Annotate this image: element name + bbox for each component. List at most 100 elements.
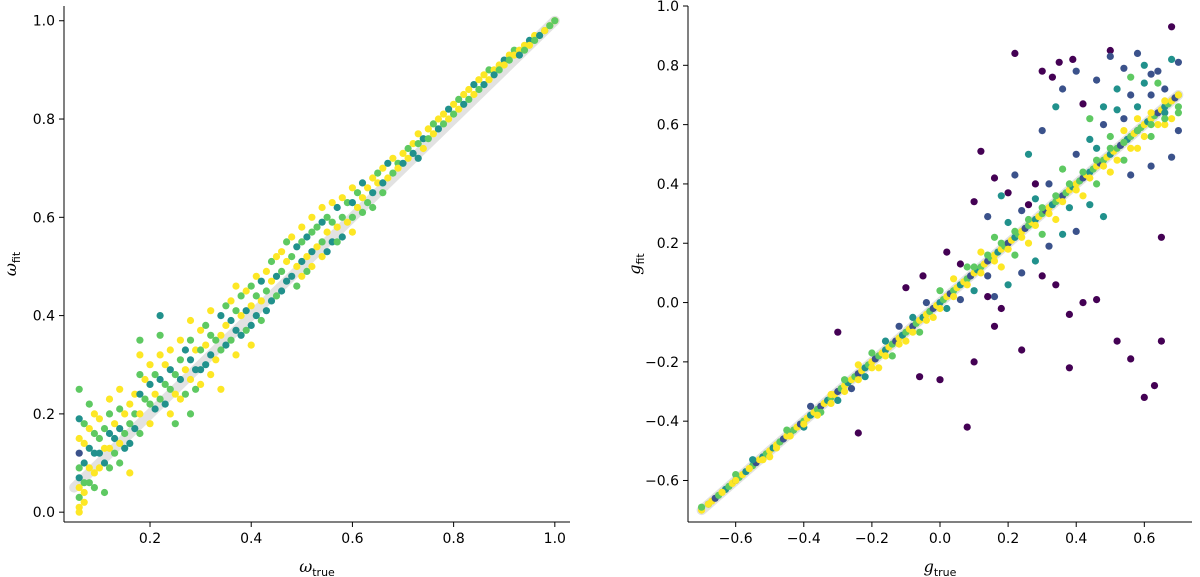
data-point: [272, 292, 281, 300]
data-point: [151, 405, 159, 413]
data-point: [450, 110, 458, 118]
data-point: [80, 479, 88, 487]
data-point: [267, 277, 276, 285]
data-point: [136, 429, 144, 438]
data-point: [1168, 153, 1176, 161]
data-point: [439, 110, 448, 118]
data-point: [1031, 195, 1039, 203]
data-point: [1093, 156, 1101, 164]
data-point: [333, 238, 341, 246]
data-point: [146, 400, 154, 408]
data-point: [207, 351, 215, 359]
y-tick-label: 0.2: [657, 236, 679, 252]
y-tick-label: 0.8: [33, 112, 55, 128]
data-point: [252, 272, 260, 280]
data-point: [424, 135, 432, 143]
data-point: [922, 316, 931, 324]
data-point: [1161, 121, 1169, 129]
data-point: [1127, 355, 1135, 363]
data-point: [950, 275, 958, 283]
data-point: [445, 115, 453, 123]
data-point: [100, 459, 109, 467]
data-point: [1052, 281, 1060, 289]
data-point: [126, 469, 134, 477]
data-point: [520, 46, 529, 54]
data-point: [186, 410, 195, 418]
data-point: [75, 508, 83, 516]
data-point: [1031, 180, 1039, 188]
data-points: [698, 23, 1182, 514]
data-point: [272, 272, 281, 280]
data-point: [272, 253, 281, 261]
x-axis-label: gtrue: [924, 557, 957, 577]
data-point: [1018, 346, 1026, 354]
data-point: [353, 189, 362, 197]
data-point: [1079, 192, 1087, 200]
data-point: [111, 449, 119, 457]
data-point: [1127, 144, 1135, 152]
data-point: [1113, 106, 1121, 114]
data-point: [207, 371, 215, 379]
data-point: [262, 287, 270, 295]
data-point: [963, 263, 971, 271]
data-point: [1127, 73, 1135, 81]
data-point: [732, 471, 740, 479]
data-point: [1106, 132, 1114, 141]
data-point: [85, 425, 93, 433]
x-tick-label: 0.6: [1133, 531, 1155, 547]
data-point: [1133, 115, 1142, 123]
data-point: [222, 302, 230, 310]
data-point: [1099, 121, 1108, 129]
data-point: [495, 66, 503, 74]
data-point: [90, 410, 98, 418]
data-point: [308, 213, 316, 221]
data-point: [997, 304, 1005, 313]
data-point: [1120, 64, 1128, 72]
data-point: [121, 444, 129, 452]
data-point: [75, 474, 83, 482]
data-point: [1059, 165, 1067, 173]
data-point: [1011, 251, 1019, 259]
data-point: [997, 192, 1005, 200]
data-point: [1031, 221, 1039, 229]
data-point: [916, 328, 924, 336]
data-point: [105, 444, 114, 452]
data-point: [1174, 127, 1182, 135]
data-point: [1127, 91, 1135, 99]
x-tick-label: 0.2: [139, 531, 161, 547]
data-point: [1045, 210, 1053, 218]
data-point: [1038, 272, 1046, 280]
data-point: [445, 105, 453, 113]
data-point: [970, 287, 978, 295]
data-point: [1079, 168, 1087, 176]
data-point: [409, 149, 417, 157]
data-point: [278, 248, 286, 256]
data-point: [186, 316, 195, 325]
data-point: [217, 312, 225, 320]
data-point: [192, 366, 200, 374]
data-point: [827, 390, 835, 399]
data-point: [389, 154, 397, 162]
data-point: [704, 500, 713, 508]
data-point: [1093, 76, 1101, 84]
data-point: [1093, 180, 1101, 188]
data-point: [399, 159, 407, 167]
data-point: [505, 56, 513, 64]
data-point: [202, 361, 210, 369]
x-tick-label: 0.6: [341, 531, 363, 547]
data-point: [1140, 79, 1148, 87]
data-point: [847, 385, 856, 393]
data-point: [766, 453, 774, 461]
data-point: [1113, 156, 1121, 164]
y-tick-label: 0.6: [33, 210, 55, 226]
data-point: [111, 420, 119, 428]
x-tick-label: 0.0: [929, 531, 951, 547]
data-point: [192, 346, 200, 354]
data-point: [283, 238, 291, 246]
data-point: [1093, 144, 1101, 152]
data-point: [298, 272, 306, 280]
data-point: [1099, 162, 1108, 170]
data-point: [759, 456, 767, 464]
data-point: [186, 336, 195, 344]
